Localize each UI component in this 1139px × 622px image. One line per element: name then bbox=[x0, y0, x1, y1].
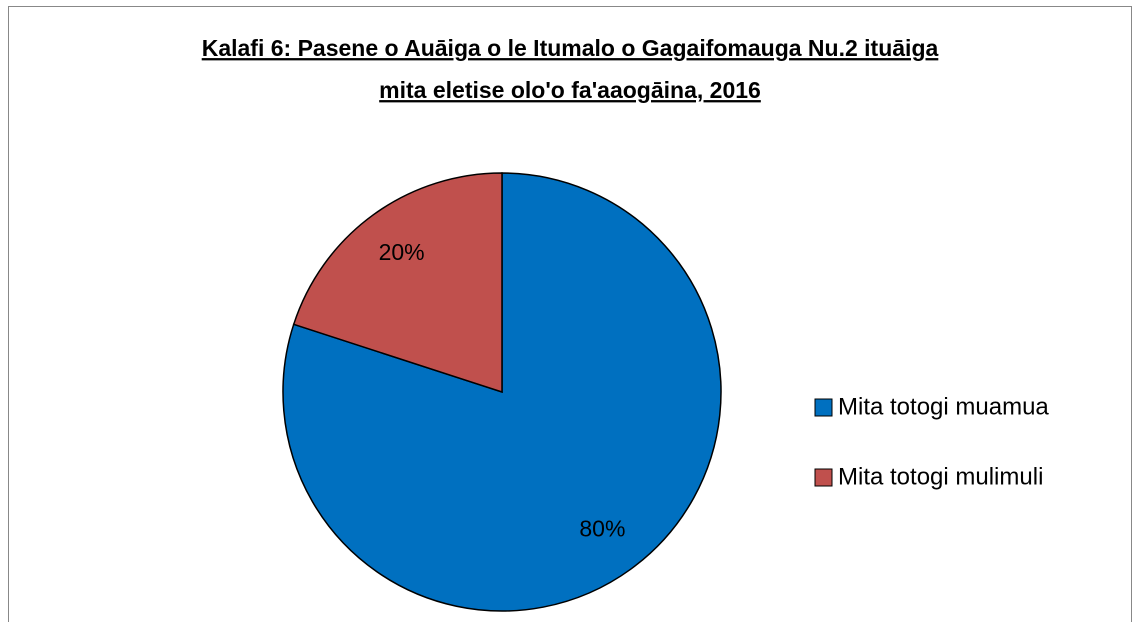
chart-title: Kalafi 6: Pasene o Auāiga o le Itumalo o… bbox=[202, 35, 939, 61]
pie-slice bbox=[292, 172, 503, 394]
chart-title: mita eletise olo'o fa'aaogāina, 2016 bbox=[379, 77, 761, 103]
legend-label: Mita totogi muamua bbox=[838, 393, 1049, 420]
legend-label: Mita totogi mulimuli bbox=[838, 463, 1043, 490]
legend-swatch bbox=[814, 398, 833, 417]
legend-swatch bbox=[814, 468, 833, 487]
data-label: 20% bbox=[379, 239, 425, 265]
data-label: 80% bbox=[579, 515, 625, 541]
